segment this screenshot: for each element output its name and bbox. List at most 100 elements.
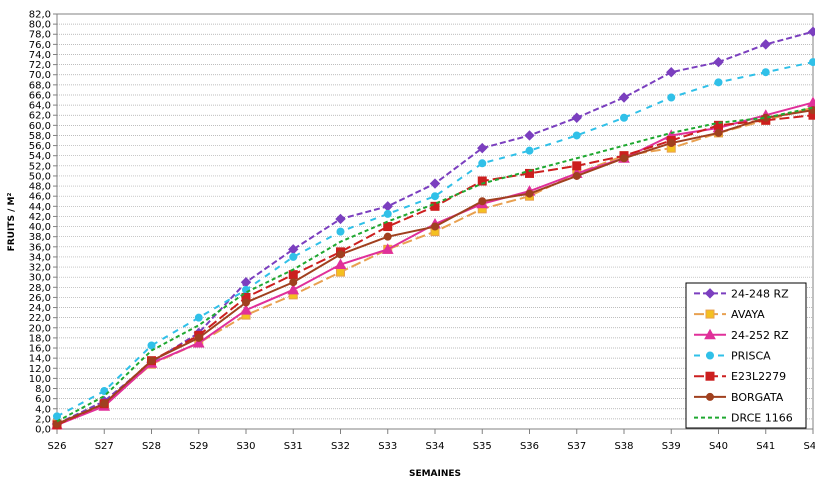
x-tick-label: S39 [662,441,681,452]
y-tick-label: 78,0 [29,30,51,41]
data-point [194,333,203,342]
y-axis-title: FRUITS / M² [7,193,17,252]
y-tick-label: 36,0 [29,242,51,253]
data-point [53,412,61,421]
data-point [477,142,488,154]
x-tick-label: S31 [284,441,303,452]
data-point [572,131,581,140]
y-tick-label: 20,0 [29,323,51,334]
data-point [336,227,345,236]
legend-label: AVAYA [731,308,765,321]
x-tick-label: S27 [95,441,114,452]
data-point [431,192,439,201]
data-point [620,154,628,163]
y-tick-label: 76,0 [29,40,51,51]
y-tick-label: 62,0 [29,111,51,122]
y-tick-label: 38,0 [29,232,51,243]
data-point [381,243,394,254]
series-3 [53,58,815,421]
y-tick-label: 48,0 [29,182,51,193]
data-point [620,113,628,122]
data-point [761,68,770,77]
data-point [336,267,345,277]
y-tick-label: 44,0 [29,202,51,213]
data-point [667,139,676,148]
data-point [383,209,392,218]
data-point [289,278,298,287]
data-point [478,197,487,206]
legend-label: 24-252 RZ [731,329,789,342]
x-tick-label: S29 [189,441,208,452]
y-tick-label: 60,0 [29,121,51,132]
legend-marker [706,351,714,360]
x-tick-label: S38 [614,441,633,452]
y-tick-label: 32,0 [29,263,51,274]
series-layer [51,26,815,430]
legend-label: BORGATA [731,391,784,404]
y-tick-label: 52,0 [29,161,51,172]
y-tick-label: 72,0 [29,60,51,71]
x-tick-label: S37 [567,441,586,452]
y-axis-ticks: 0,02,04,06,08,010,012,014,016,018,020,02… [29,10,57,436]
series-5 [53,106,815,428]
data-point [666,66,677,78]
y-tick-label: 58,0 [29,131,51,142]
y-tick-label: 54,0 [29,151,51,162]
y-tick-label: 10,0 [29,374,51,385]
data-point [667,93,676,102]
data-point [53,419,61,428]
x-tick-label: S40 [709,441,728,452]
x-axis-title: SEMAINES [409,469,461,479]
y-tick-label: 2,0 [35,414,51,425]
data-point [147,356,156,365]
data-point [809,58,815,67]
y-tick-label: 14,0 [29,354,51,365]
y-tick-label: 26,0 [29,293,51,304]
y-tick-label: 74,0 [29,50,51,61]
data-point [100,399,109,408]
data-point [524,130,535,141]
legend-label: PRISCA [731,350,771,363]
legend-label: 24-248 RZ [731,287,789,300]
x-tick-label: S32 [331,441,350,452]
y-tick-label: 0,0 [35,425,51,436]
y-tick-label: 68,0 [29,80,51,91]
y-tick-label: 24,0 [29,303,51,314]
y-tick-label: 64,0 [29,101,51,112]
x-tick-label: S41 [756,441,775,452]
x-tick-label: S36 [520,441,539,452]
legend-marker [705,371,715,381]
x-tick-label: S35 [473,441,492,452]
legend-marker [706,392,714,401]
y-tick-label: 46,0 [29,192,51,203]
x-tick-label: S33 [378,441,397,452]
data-point [242,298,250,307]
data-point [335,213,346,225]
y-tick-label: 50,0 [29,171,51,182]
y-tick-label: 56,0 [29,141,51,152]
y-tick-label: 16,0 [29,344,51,355]
legend-label: DRCE 1166 [731,412,793,425]
data-point [525,189,534,198]
data-point [572,161,582,171]
data-point [147,341,156,350]
data-point [714,128,723,137]
data-point [289,252,298,261]
data-point [383,232,392,241]
data-point [572,171,581,180]
series-0 [51,26,815,430]
data-point [760,39,771,50]
x-tick-label: S34 [425,441,444,452]
series-6 [56,106,814,423]
data-point [477,176,487,186]
data-point [334,258,347,270]
data-point [431,222,439,231]
data-point [807,26,815,37]
legend-marker [705,309,715,319]
legend: 24-248 RZ AVAYA 24-252 RZ PRISCA E23L2279 BOR… [685,282,807,429]
data-point [571,112,582,123]
data-point [478,159,487,168]
y-tick-label: 42,0 [29,212,51,223]
y-tick-label: 8,0 [35,384,51,395]
